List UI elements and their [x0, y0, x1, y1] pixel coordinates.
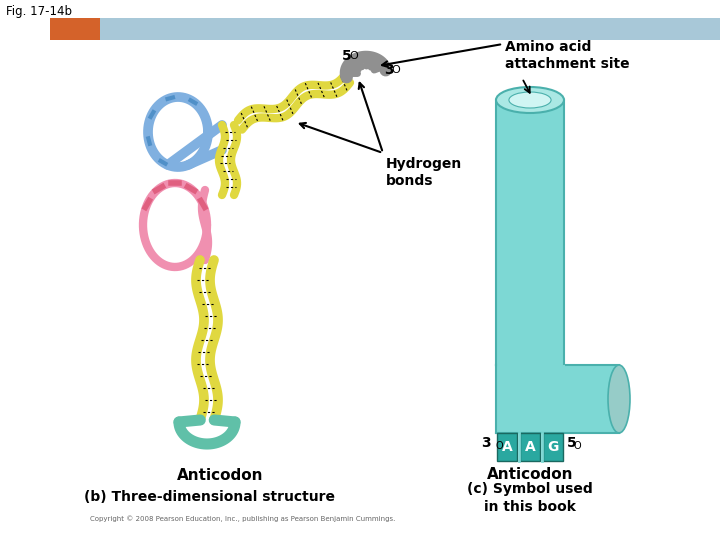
FancyBboxPatch shape [496, 365, 564, 433]
Ellipse shape [496, 87, 564, 113]
Text: Fig. 17-14b: Fig. 17-14b [6, 5, 72, 18]
Text: O: O [349, 51, 358, 61]
Text: G: G [547, 440, 559, 454]
FancyBboxPatch shape [50, 18, 100, 40]
Text: (c) Symbol used
in this book: (c) Symbol used in this book [467, 482, 593, 515]
Text: O: O [391, 65, 400, 75]
Text: O: O [495, 441, 503, 451]
Text: 5: 5 [567, 436, 577, 450]
Ellipse shape [509, 92, 551, 108]
Text: (b) Three-dimensional structure: (b) Three-dimensional structure [84, 490, 336, 504]
Text: 3: 3 [482, 436, 491, 450]
FancyBboxPatch shape [543, 433, 563, 461]
Text: A: A [502, 440, 513, 454]
Text: Anticodon: Anticodon [487, 467, 573, 482]
Text: 3: 3 [384, 63, 394, 77]
Ellipse shape [608, 365, 630, 433]
Text: A: A [525, 440, 536, 454]
Text: Amino acid
attachment site: Amino acid attachment site [505, 40, 629, 71]
FancyBboxPatch shape [496, 365, 619, 433]
FancyBboxPatch shape [563, 365, 565, 433]
Text: Hydrogen
bonds: Hydrogen bonds [386, 157, 462, 188]
Text: Anticodon: Anticodon [176, 468, 264, 483]
Text: Copyright © 2008 Pearson Education, Inc., publishing as Pearson Benjamin Cumming: Copyright © 2008 Pearson Education, Inc.… [90, 515, 395, 522]
FancyBboxPatch shape [496, 100, 564, 365]
FancyBboxPatch shape [497, 433, 517, 461]
FancyBboxPatch shape [520, 433, 540, 461]
FancyBboxPatch shape [50, 18, 720, 40]
Text: 5: 5 [342, 49, 352, 63]
Text: O: O [573, 441, 580, 451]
